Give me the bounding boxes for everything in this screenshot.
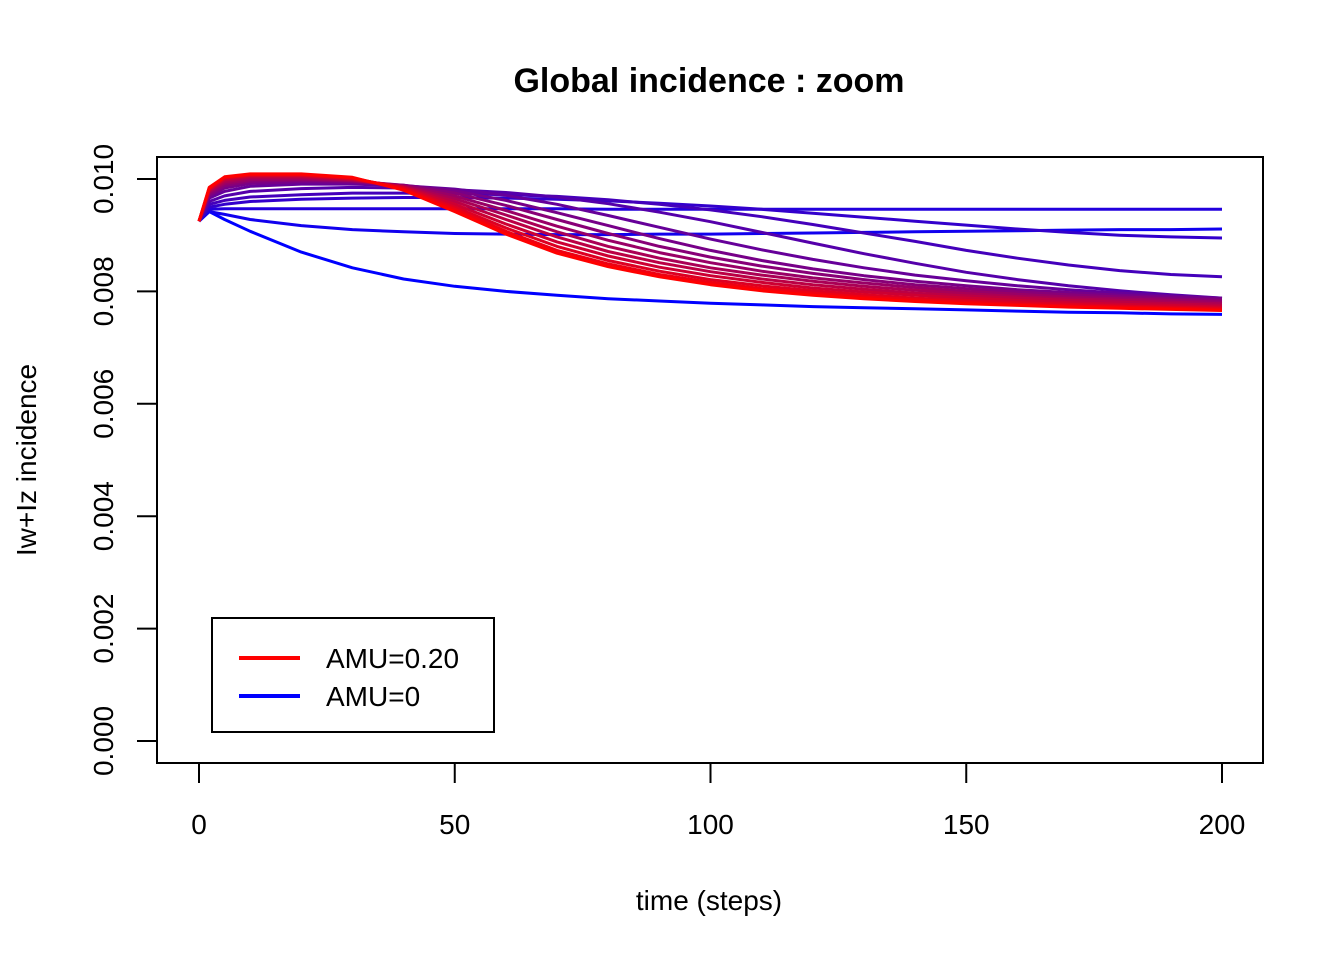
legend-label-amu-020: AMU=0.20 [326, 643, 459, 674]
series-line-4 [197, 174, 1223, 309]
x-tick-label: 50 [439, 809, 470, 840]
series-layer [197, 172, 1223, 316]
y-tick-label: 0.006 [88, 369, 119, 439]
y-axis: 0.000 0.002 0.004 0.006 0.008 0.010 [88, 144, 158, 776]
series-line-13 [197, 196, 1223, 240]
x-tick-label: 200 [1199, 809, 1246, 840]
x-axis-label: time (steps) [636, 885, 782, 916]
x-tick-label: 0 [191, 809, 207, 840]
legend: AMU=0.20 AMU=0 [211, 617, 495, 733]
y-tick-label: 0.008 [88, 256, 119, 326]
y-axis-label: Iw+Iz incidence [11, 364, 42, 556]
x-tick-label: 150 [943, 809, 990, 840]
series-line-12 [197, 191, 1223, 279]
y-tick-label: 0.000 [88, 706, 119, 776]
series-line-1 [197, 172, 1223, 312]
series-line-10 [197, 182, 1223, 300]
series-line-16 [197, 210, 1223, 316]
y-tick-label: 0.002 [88, 594, 119, 664]
series-line-9 [197, 180, 1223, 301]
legend-box [211, 617, 495, 733]
legend-label-amu-0: AMU=0 [326, 681, 420, 712]
series-line-11 [197, 185, 1223, 300]
chart-title: Global incidence : zoom [513, 62, 904, 100]
x-tick-label: 100 [687, 809, 734, 840]
y-tick-label: 0.004 [88, 481, 119, 551]
y-tick-label: 0.010 [88, 144, 119, 214]
series-line-14 [197, 207, 1222, 223]
x-axis: 0 50 100 150 200 [191, 762, 1246, 840]
